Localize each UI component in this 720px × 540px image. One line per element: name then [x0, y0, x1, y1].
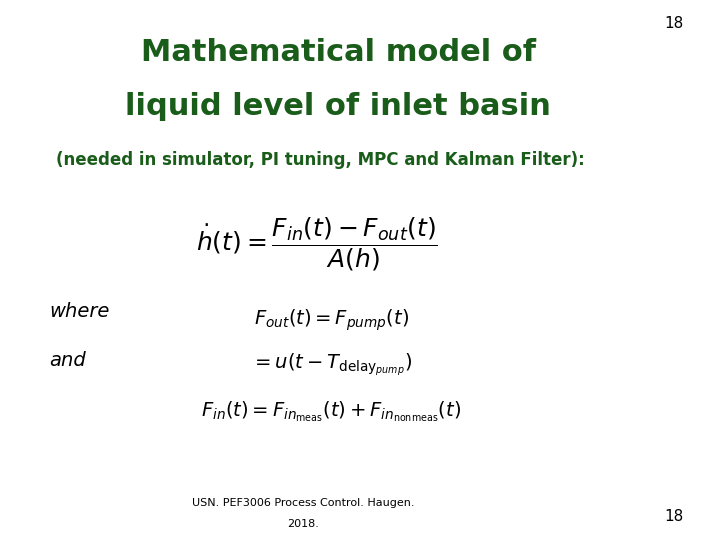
Text: $= u(t - T_{\mathrm{delay}_{pump}})$: $= u(t - T_{\mathrm{delay}_{pump}})$: [251, 351, 412, 377]
Text: $F_{in}(t) = F_{{in}_{\mathrm{meas}}}(t) + F_{{in}_{\mathrm{nonmeas}}}(t)$: $F_{in}(t) = F_{{in}_{\mathrm{meas}}}(t)…: [201, 400, 462, 424]
Text: USN. PEF3006 Process Control. Haugen.: USN. PEF3006 Process Control. Haugen.: [192, 497, 414, 508]
Text: and: and: [50, 351, 86, 370]
Text: Mathematical model of: Mathematical model of: [140, 38, 536, 67]
Text: $\dot{h}(t) = \dfrac{F_{in}(t) - F_{out}(t)}{A(h)}$: $\dot{h}(t) = \dfrac{F_{in}(t) - F_{out}…: [196, 216, 438, 273]
Text: liquid level of inlet basin: liquid level of inlet basin: [125, 92, 551, 121]
Text: where: where: [50, 302, 109, 321]
Text: $F_{out}(t) = F_{pump}(t)$: $F_{out}(t) = F_{pump}(t)$: [253, 308, 409, 333]
Text: 18: 18: [665, 16, 683, 31]
Text: 18: 18: [665, 509, 683, 524]
Text: 2018.: 2018.: [287, 519, 319, 529]
Text: (needed in simulator, PI tuning, MPC and Kalman Filter):: (needed in simulator, PI tuning, MPC and…: [56, 151, 585, 169]
